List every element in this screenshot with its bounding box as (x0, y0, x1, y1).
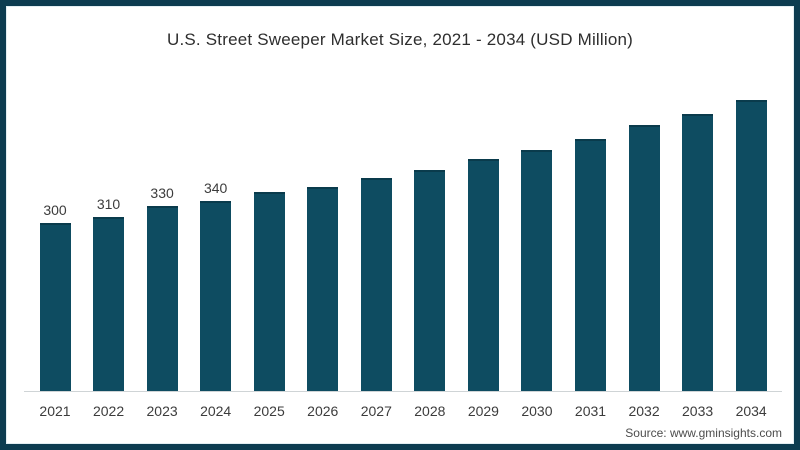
bar-2021 (39, 223, 71, 391)
x-tick-label-2027: 2027 (360, 403, 392, 419)
value-label-2023: 330 (150, 185, 174, 202)
bar-2024 (200, 200, 232, 391)
x-tick-label-2032: 2032 (628, 403, 660, 419)
bar-2030 (521, 150, 553, 391)
chart-title: U.S. Street Sweeper Market Size, 2021 - … (166, 30, 634, 49)
x-tick-label-2022: 2022 (92, 403, 125, 419)
source-attribution: Source: www.gminsights.com (625, 426, 782, 440)
value-label-2024: 340 (203, 179, 228, 196)
bar-2031 (575, 139, 606, 391)
bar-2022 (93, 217, 125, 391)
x-tick-label-2028: 2028 (414, 403, 446, 419)
x-tick-label-2023: 2023 (146, 403, 178, 419)
bar-2027 (360, 178, 392, 391)
bar-2032 (628, 125, 660, 391)
x-tick-label-2029: 2029 (467, 403, 499, 419)
x-tick-label-2031: 2031 (574, 403, 607, 419)
bar-2033 (682, 113, 714, 391)
value-label-2022: 310 (96, 196, 121, 213)
x-tick-label-2024: 2024 (200, 403, 232, 419)
bar-2023 (146, 206, 178, 391)
bar-2028 (414, 169, 446, 391)
x-tick-label-2025: 2025 (253, 403, 285, 419)
bar-2025 (253, 192, 285, 391)
value-label-2021: 300 (43, 202, 67, 218)
x-tick-label-2034: 2034 (735, 403, 767, 419)
x-tick-label-2021: 2021 (39, 403, 71, 419)
x-tick-label-2033: 2033 (682, 403, 714, 419)
bar-2026 (307, 186, 339, 391)
x-tick-label-2026: 2026 (307, 403, 339, 419)
bar-chart-plot: 300 2021 310 2022 330 2023 340 2024 2025 2026 2027… (6, 6, 794, 444)
x-tick-label-2030: 2030 (521, 403, 553, 419)
bar-2029 (467, 158, 499, 391)
x-axis-line (24, 391, 782, 392)
bar-2034 (735, 99, 767, 391)
